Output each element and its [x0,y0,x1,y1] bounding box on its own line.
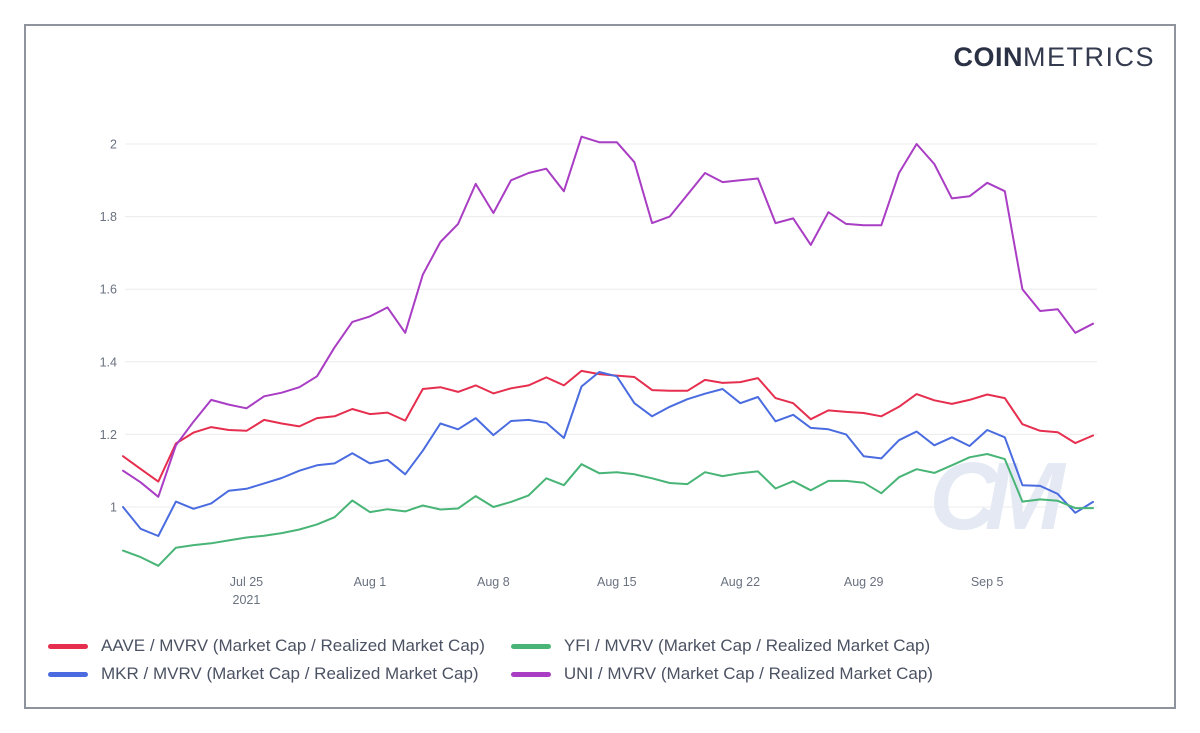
chart-card: 1 1.2 1.4 1.6 1.8 2 CM Jul 25 2021 Aug 1 Aug 8 Aug … [24,24,1176,709]
cm-watermark: CM [929,443,1066,550]
series-line-uni[interactable] [122,135,1094,498]
x-axis-year-label: 2021 [233,593,261,607]
coinmetrics-logo: COINMETRICS [954,42,1156,73]
chart-legend: AAVE / MVRV (Market Cap / Realized Marke… [48,636,933,684]
legend-item-aave[interactable]: AAVE / MVRV (Market Cap / Realized Marke… [48,636,485,656]
mvrv-line-chart[interactable]: 1 1.2 1.4 1.6 1.8 2 CM Jul 25 2021 Aug 1 Aug 8 Aug … [26,26,1174,707]
legend-item-uni[interactable]: UNI / MVRV (Market Cap / Realized Market… [510,664,933,684]
x-axis-tick-label: Aug 29 [844,575,884,589]
legend-swatch-uni [510,671,551,677]
legend-item-yfi[interactable]: YFI / MVRV (Market Cap / Realized Market… [510,636,933,656]
y-axis-tick-label: 1.6 [100,283,117,297]
legend-label-mkr: MKR / MVRV (Market Cap / Realized Market… [101,664,479,683]
y-axis-tick-label: 2 [110,138,117,152]
y-axis-tick-label: 1.4 [100,355,117,369]
x-axis-tick-label: Sep 5 [971,575,1004,589]
y-axis-tick-label: 1.8 [100,210,117,224]
legend-swatch-yfi [510,643,551,649]
logo-text-metrics: METRICS [1023,42,1155,72]
legend-label-aave: AAVE / MVRV (Market Cap / Realized Marke… [101,636,485,655]
legend-item-mkr[interactable]: MKR / MVRV (Market Cap / Realized Market… [48,664,485,684]
x-axis-tick-label: Aug 1 [354,575,387,589]
series-line-yfi[interactable] [122,453,1094,567]
x-axis-tick-label: Aug 8 [477,575,510,589]
x-axis-tick-label: Jul 25 [230,575,263,589]
logo-text-coin: COIN [953,42,1023,72]
legend-label-uni: UNI / MVRV (Market Cap / Realized Market… [563,664,933,683]
x-axis-tick-label: Aug 22 [720,575,760,589]
series-line-mkr[interactable] [122,371,1094,537]
legend-label-yfi: YFI / MVRV (Market Cap / Realized Market… [563,636,931,655]
legend-swatch-mkr [48,671,88,677]
y-axis-tick-label: 1.2 [100,428,117,442]
legend-swatch-aave [48,643,88,649]
y-axis-tick-label: 1 [110,501,117,515]
x-axis-tick-label: Aug 15 [597,575,637,589]
